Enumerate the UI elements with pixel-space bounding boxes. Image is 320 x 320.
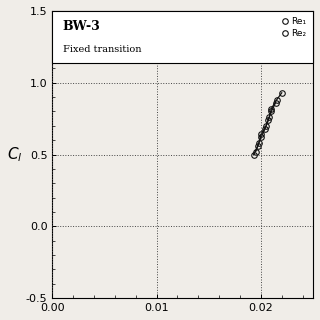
Legend: Re₁, Re₂: Re₁, Re₂	[280, 15, 308, 40]
Text: BW-3: BW-3	[63, 20, 100, 33]
Bar	[52, 11, 313, 63]
Y-axis label: $C_l$: $C_l$	[7, 145, 22, 164]
Text: Fixed transition: Fixed transition	[63, 45, 141, 54]
